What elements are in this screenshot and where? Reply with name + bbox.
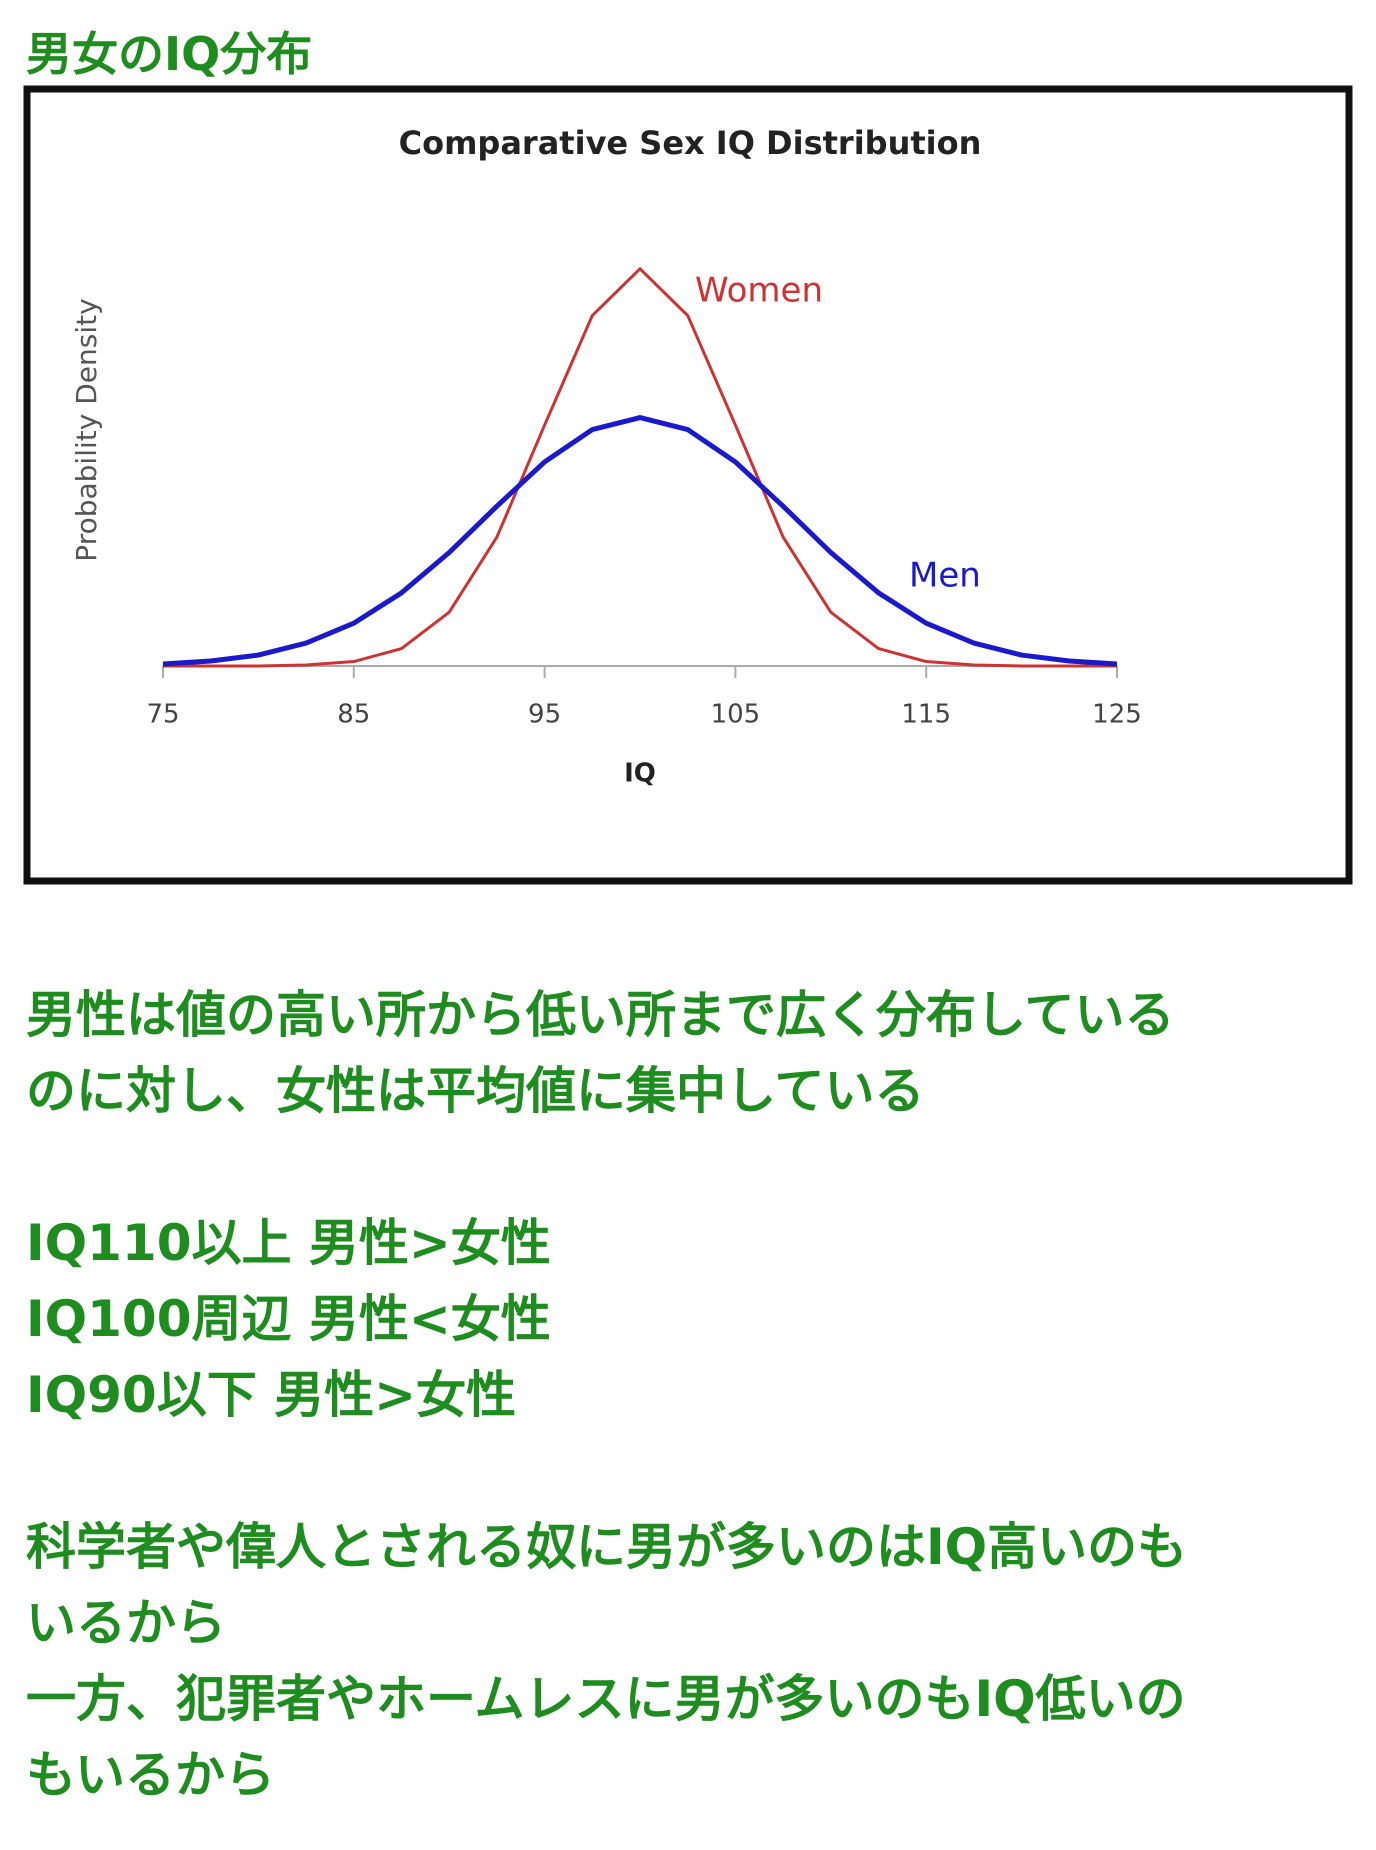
- paragraph: 男性は値の高い所から低い所まで広く分布している のに対し、女性は平均値に集中してい…: [26, 977, 1356, 1129]
- paragraph: 科学者や偉人とされる奴に男が多いのはIQ高いのも いるから一方、犯罪者やホームレス…: [26, 1509, 1356, 1813]
- x-tick-label: 125: [1092, 700, 1142, 730]
- x-tick-label: 75: [146, 700, 179, 730]
- series-line: [163, 267, 1117, 668]
- text-line: のに対し、女性は平均値に集中している: [26, 1062, 925, 1120]
- text-line: 科学者や偉人とされる奴に男が多いのはIQ高いのも: [26, 1518, 1188, 1576]
- text-line: IQ110以上 男性>女性: [26, 1214, 551, 1272]
- paragraph: IQ110以上 男性>女性 IQ100周辺 男性<女性 IQ90以下 男性>女性: [26, 1205, 1356, 1433]
- body-text: 男性は値の高い所から低い所まで広く分布している のに対し、女性は平均値に集中してい…: [26, 977, 1356, 1850]
- chart-frame: [23, 85, 1353, 885]
- text-line: 一方、犯罪者やホームレスに男が多いのもIQ低いの: [26, 1670, 1186, 1728]
- chart: Comparative Sex IQ Distribution IQ Proba…: [23, 85, 1353, 885]
- series-label: Women: [695, 271, 823, 311]
- series-line: [162, 415, 1118, 667]
- x-tick-label: 105: [711, 700, 761, 730]
- x-tick-label: 115: [901, 700, 951, 730]
- text-line: IQ100周辺 男性<女性: [26, 1290, 551, 1348]
- text-line: 男性は値の高い所から低い所まで広く分布している: [26, 986, 1175, 1044]
- text-line: いるから: [26, 1594, 226, 1652]
- text-line: IQ90以下 男性>女性: [26, 1366, 516, 1424]
- x-axis-label: IQ: [624, 759, 656, 789]
- heading: 男女のIQ分布: [26, 27, 313, 81]
- text-line: もいるから: [26, 1746, 275, 1804]
- chart-title: Comparative Sex IQ Distribution: [399, 124, 982, 162]
- y-axis-label: Probability Density: [70, 298, 103, 561]
- series-label: Men: [909, 556, 981, 596]
- x-tick-label: 85: [337, 700, 370, 730]
- x-tick-label: 95: [528, 700, 561, 730]
